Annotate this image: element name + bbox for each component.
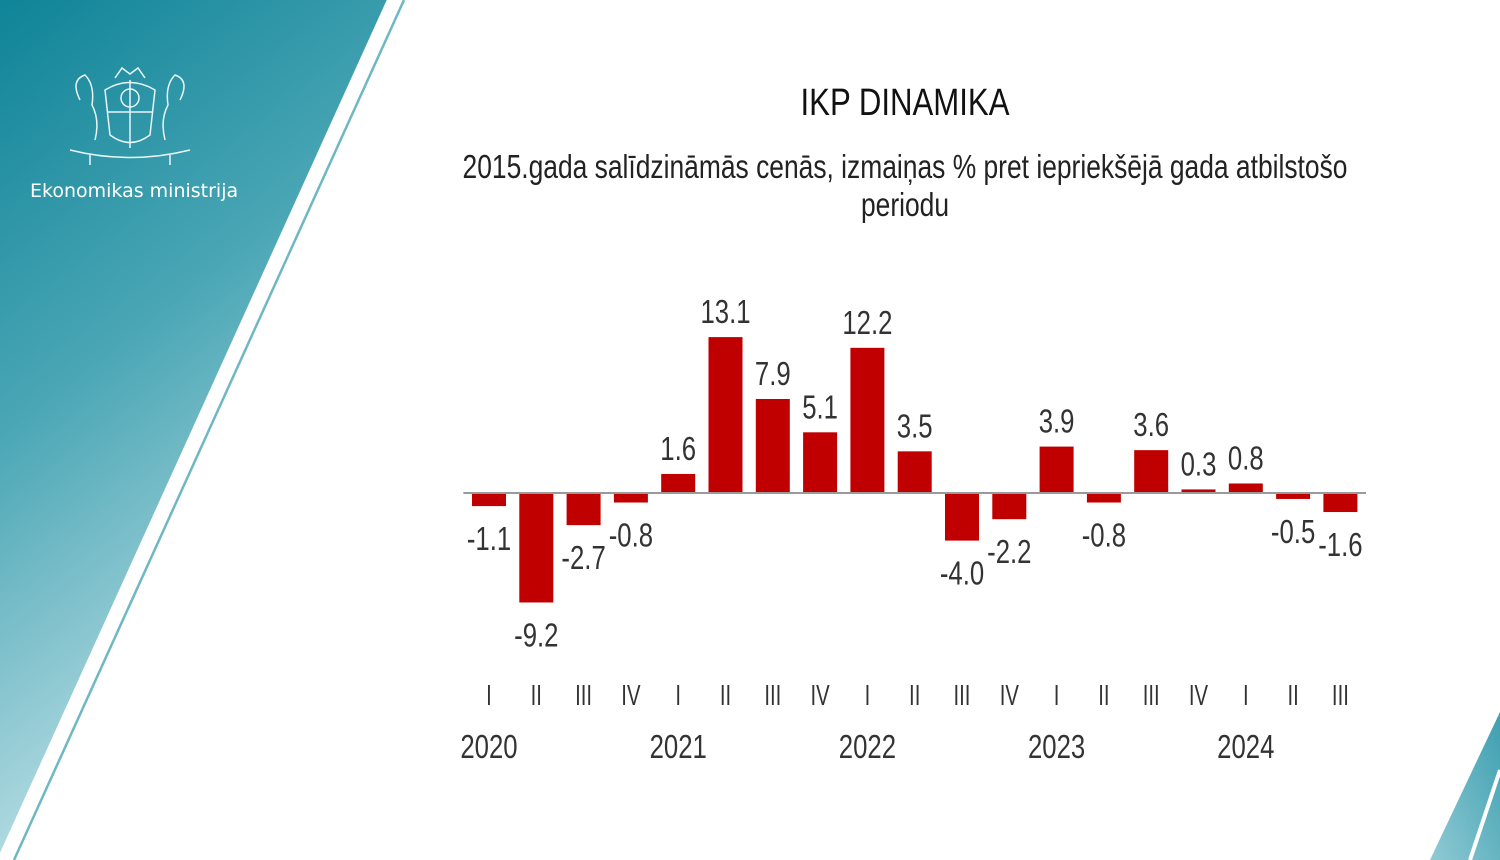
x-tick-label: IV: [621, 680, 640, 712]
data-label: 0.8: [1228, 440, 1264, 477]
x-tick-label: II: [909, 680, 920, 712]
bar: [897, 451, 932, 493]
data-label: 3.6: [1133, 407, 1169, 444]
bar: [708, 337, 743, 493]
x-tick-label: III: [1332, 680, 1349, 712]
x-tick-label: I: [675, 680, 681, 712]
chart-subtitle: 2015.gada salīdzināmās cenās, izmaiņas %…: [462, 148, 1348, 223]
bar: [613, 493, 648, 503]
bar: [472, 493, 506, 507]
bar: [850, 347, 885, 493]
year-label: 2020: [460, 729, 517, 766]
coat-of-arms-icon: [69, 66, 191, 165]
data-label: -4.0: [940, 556, 984, 593]
bar: [1181, 489, 1216, 493]
bar: [1134, 450, 1169, 493]
x-tick-label: I: [486, 680, 492, 712]
data-label: -1.6: [1318, 527, 1362, 564]
data-label: 3.9: [1039, 404, 1075, 441]
bar: [1039, 446, 1074, 493]
x-tick-label: III: [764, 680, 781, 712]
year-label: 2024: [1217, 729, 1274, 766]
x-tick-label: I: [1054, 680, 1060, 712]
bar: [1228, 483, 1263, 493]
x-tick-label: I: [865, 680, 871, 712]
x-tick-label: I: [1243, 680, 1249, 712]
x-tick-label: II: [720, 680, 731, 712]
data-label: 0.3: [1181, 446, 1217, 483]
year-label: 2023: [1028, 729, 1085, 766]
bar: [661, 473, 696, 493]
x-tick-label: II: [1287, 680, 1298, 712]
data-label: -2.2: [987, 534, 1031, 571]
data-label: -0.5: [1271, 514, 1315, 551]
data-label: -2.7: [561, 540, 605, 577]
data-label: 12.2: [842, 305, 892, 342]
year-label: 2021: [650, 729, 707, 766]
org-name: Ekonomikas ministrija: [30, 180, 239, 202]
data-label: -1.1: [467, 521, 511, 558]
x-tick-label: III: [575, 680, 592, 712]
bar: [803, 432, 838, 493]
data-label: 5.1: [802, 389, 838, 426]
data-label: -0.8: [1082, 518, 1126, 555]
data-label: -0.8: [609, 518, 653, 555]
x-tick-label: III: [954, 680, 971, 712]
data-label: 13.1: [700, 294, 750, 331]
data-label: 1.6: [660, 431, 696, 468]
data-label: -9.2: [514, 617, 558, 654]
bar: [992, 493, 1027, 520]
x-tick-label: IV: [811, 680, 830, 712]
bar: [945, 493, 979, 541]
x-tick-label: IV: [1189, 680, 1208, 712]
year-label: 2022: [839, 729, 896, 766]
chart-title: IKP DINAMIKA: [800, 82, 1010, 124]
bar: [755, 398, 790, 493]
bar: [519, 493, 554, 603]
bar: [1276, 493, 1311, 499]
x-tick-label: II: [1098, 680, 1109, 712]
data-label: 3.5: [897, 408, 933, 445]
data-label: 7.9: [755, 356, 791, 393]
x-tick-label: II: [531, 680, 542, 712]
x-tick-label: III: [1143, 680, 1160, 712]
bar: [566, 493, 601, 526]
x-tick-label: IV: [1000, 680, 1019, 712]
bar: [1086, 493, 1121, 503]
bar: [1323, 493, 1358, 513]
